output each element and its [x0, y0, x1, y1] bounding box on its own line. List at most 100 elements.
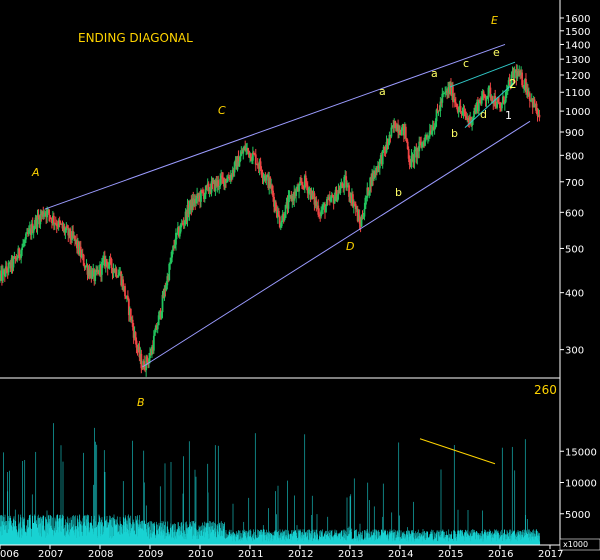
- candle-body: [75, 239, 77, 241]
- candle-body: [367, 187, 370, 196]
- candle-body: [15, 258, 18, 260]
- candle-body: [476, 102, 478, 107]
- candle-body: [522, 85, 524, 88]
- candle-body: [392, 126, 395, 128]
- wave-label-A: A: [31, 166, 40, 179]
- candle-body: [290, 195, 293, 202]
- candle-body: [315, 200, 318, 207]
- wave-label-a2: a: [431, 67, 438, 80]
- candle-body: [236, 156, 239, 170]
- candle-body: [348, 185, 350, 197]
- candle-body: [414, 149, 417, 151]
- candle-body: [241, 152, 244, 154]
- candle-body: [173, 246, 175, 247]
- candle-body: [252, 152, 255, 155]
- candle-body: [376, 165, 379, 172]
- candle-body: [264, 176, 267, 181]
- price-tick-label: 1100: [565, 88, 590, 99]
- candle-body: [527, 93, 530, 96]
- candle-body: [221, 175, 224, 178]
- wave-label-C: C: [218, 104, 226, 117]
- candle-body: [177, 227, 180, 237]
- candle-body: [12, 258, 15, 268]
- candle-body: [376, 167, 378, 172]
- candle-body: [71, 231, 74, 240]
- candle-body: [47, 209, 49, 211]
- trendline-inner-lower: [464, 81, 516, 129]
- candle-body: [276, 210, 279, 218]
- candle-body: [119, 271, 122, 274]
- candle-body: [190, 199, 193, 210]
- candle-body: [174, 244, 176, 247]
- candle-body: [500, 108, 502, 109]
- candle-body: [345, 176, 348, 188]
- candle-body: [370, 177, 373, 187]
- candle-body: [449, 84, 451, 93]
- candle-body: [38, 217, 41, 225]
- candle-body: [351, 194, 353, 203]
- candle-body: [105, 259, 108, 263]
- x-tick-label: 2009: [138, 549, 163, 560]
- candle-body: [63, 226, 66, 233]
- candle-body: [0, 270, 2, 277]
- candle-body: [239, 155, 242, 162]
- candle-body: [76, 239, 78, 249]
- candle-body: [172, 246, 174, 251]
- candle-body: [373, 170, 375, 179]
- candle-body: [89, 270, 92, 277]
- candle-body: [231, 169, 234, 178]
- candle-body: [176, 227, 179, 233]
- candle-body: [498, 102, 500, 105]
- candle-body: [201, 191, 204, 193]
- candle-body: [423, 142, 425, 146]
- candle-body: [384, 149, 387, 153]
- candle-body: [378, 159, 381, 169]
- x-tick-label: 2007: [38, 549, 63, 560]
- candle-body: [109, 258, 112, 260]
- candle-body: [179, 224, 182, 232]
- candle-body: [33, 225, 36, 229]
- candle-body: [285, 202, 288, 205]
- candle-body: [517, 71, 520, 77]
- candle-body: [308, 189, 311, 191]
- candle-body: [272, 190, 274, 197]
- candle-body: [28, 228, 31, 231]
- candle-body: [419, 141, 422, 144]
- candle-body: [77, 241, 80, 255]
- candle-body: [395, 127, 398, 131]
- candle-body: [341, 183, 344, 187]
- candle-body: [244, 146, 247, 151]
- candle-body: [189, 199, 192, 208]
- candle-body: [218, 186, 221, 187]
- candle-body: [247, 147, 249, 151]
- candle-body: [486, 96, 489, 99]
- candle-body: [185, 211, 188, 221]
- candle-body: [385, 141, 388, 153]
- candle-body: [301, 184, 304, 187]
- candle-body: [151, 346, 154, 351]
- price-tick-label: 300: [565, 346, 584, 357]
- price-tick-label: 1500: [565, 27, 590, 38]
- candle-body: [169, 263, 172, 264]
- candle-body: [450, 84, 452, 95]
- candle-body: [441, 93, 444, 103]
- candle-body: [32, 228, 35, 233]
- candle-body: [82, 254, 85, 266]
- candle-body: [176, 232, 178, 234]
- candle-body: [311, 190, 314, 196]
- candle-body: [21, 247, 24, 251]
- candle-body: [202, 192, 205, 199]
- candle-body: [201, 190, 203, 192]
- candle-body: [291, 195, 294, 202]
- candle-body: [256, 164, 259, 166]
- candle-body: [126, 295, 128, 299]
- candle-body: [355, 208, 358, 210]
- candle-body: [305, 183, 308, 186]
- wave-label-a1: a: [379, 85, 386, 98]
- candle-body: [116, 276, 119, 278]
- wave-label-b2: b: [451, 127, 458, 140]
- candle-body: [31, 223, 34, 233]
- candle-body: [425, 135, 427, 138]
- candle-body: [350, 196, 352, 203]
- candle-body: [472, 116, 474, 120]
